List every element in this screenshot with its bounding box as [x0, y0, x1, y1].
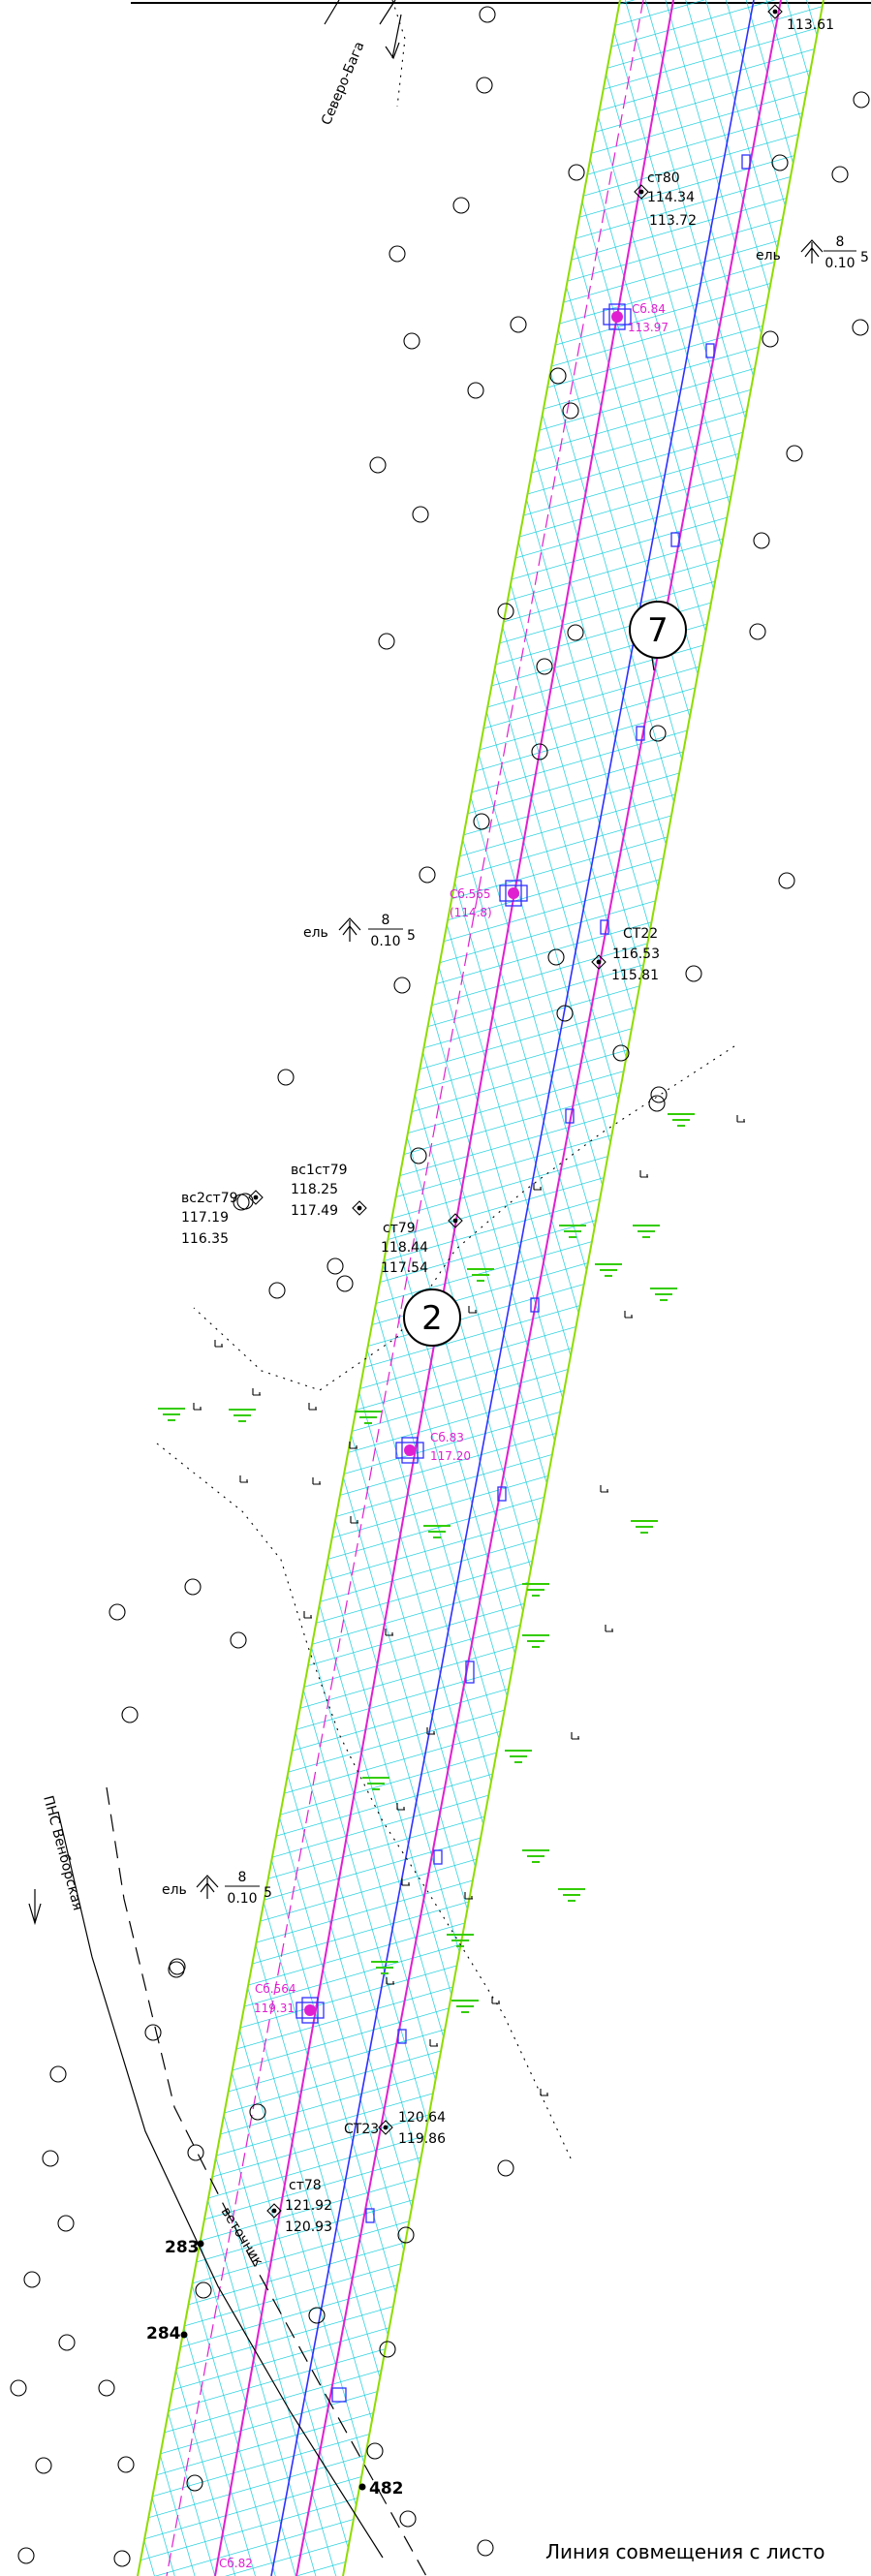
tree-suffix: 5 [860, 250, 869, 265]
well-sb83: Сб.83 117.20 [395, 1431, 471, 1464]
station-name: ст80 [647, 171, 680, 186]
station-vs2st79: вс2ст79 117.19 116.35 [181, 1190, 264, 1247]
station-st22: СТ22 116.53 115.81 [591, 926, 660, 983]
well-name: Сб.565 [450, 887, 491, 901]
station-value: 117.49 [291, 1203, 338, 1219]
external-pipeline [28, 1786, 427, 2576]
station-value: 115.81 [611, 968, 659, 983]
station-value: 113.72 [649, 213, 697, 229]
pipeline-label: ПНС Венборская [40, 1794, 85, 1912]
marker-2: 2 [403, 1288, 461, 1347]
station-value: 116.53 [612, 947, 660, 962]
station-value: 121.92 [285, 2198, 332, 2214]
tree-fraction-den: 0.10 [824, 256, 855, 271]
marker-7: 7 [629, 601, 687, 659]
tree-fraction-num: 8 [836, 234, 845, 250]
well-value: 113.97 [628, 321, 669, 334]
tree-fraction-num: 8 [238, 1870, 247, 1885]
station-vs1st79: вс1ст79 118.25 117.49 [291, 1163, 367, 1219]
well-name: Сб.84 [632, 302, 666, 316]
station-st80: ст80 114.34 113.72 [634, 171, 697, 229]
point-number: 482 [369, 2479, 404, 2498]
well-name: Сб.82 [219, 2557, 253, 2570]
well-value: 117.20 [430, 1449, 471, 1463]
station-value: 116.35 [181, 1231, 229, 1247]
station-value: 117.19 [181, 1210, 229, 1226]
well-value: 119.31 [254, 2002, 295, 2015]
tree-fraction-num: 8 [382, 913, 390, 928]
well-sb84: Сб.84 113.97 [603, 302, 669, 334]
tree-species: ель [303, 925, 328, 941]
top-elevation: 113.61 [767, 4, 834, 33]
tree-suffix: 5 [264, 1885, 272, 1901]
pipe-fittings [331, 154, 751, 2403]
point-283: 283 [165, 2238, 204, 2257]
station-st23: СТ23 120.64 119.86 [344, 2110, 446, 2147]
station-name: ст78 [289, 2178, 322, 2193]
station-name: вс2ст79 [181, 1191, 238, 1206]
well-value: (114.8) [450, 906, 492, 919]
right-of-way-band [137, 0, 824, 2576]
point-number: 283 [165, 2238, 200, 2257]
tree-suffix: 5 [407, 928, 416, 944]
station-value: 119.86 [398, 2131, 446, 2147]
pipelines [166, 0, 782, 2576]
station-value: 118.25 [291, 1182, 338, 1197]
marker-2-label: 2 [421, 1299, 443, 1338]
tree-annotation-3: ель 8 0.10 5 [162, 1870, 272, 1907]
tree-species: ель [756, 248, 781, 264]
top-elevation-label: 113.61 [787, 17, 834, 33]
well-name: Сб.83 [430, 1431, 464, 1444]
well-sb565: Сб.565 (114.8) [450, 880, 528, 919]
well-name: Сб.564 [255, 1982, 296, 1996]
tree-fraction-den: 0.10 [227, 1891, 257, 1907]
station-st78: ст78 121.92 120.93 [266, 2178, 332, 2235]
tree-fraction-den: 0.10 [370, 934, 400, 949]
station-name: СТ22 [623, 926, 658, 942]
point-482: 482 [358, 2479, 404, 2498]
match-line-label: Линия совмещения с листо [545, 2540, 825, 2563]
station-value: 114.34 [647, 190, 695, 205]
station-value: 120.64 [398, 2110, 446, 2126]
station-name: вс1ст79 [291, 1163, 348, 1178]
road-label: Северо-Бага [319, 40, 368, 128]
station-value: 120.93 [285, 2219, 332, 2235]
station-st79: ст79 118.44 117.54 [381, 1213, 463, 1276]
station-name: СТ23 [344, 2122, 379, 2137]
well-sb564: Сб.564 119.31 [254, 1982, 325, 2024]
tree-annotation-1: ель 8 0.10 5 [756, 234, 869, 271]
tree-annotation-2: ель 8 0.10 5 [303, 913, 416, 949]
point-284: 284 [146, 2324, 188, 2343]
marker-7-label: 7 [647, 611, 669, 650]
well-sb82: Сб.82 [219, 2557, 253, 2570]
station-value: 117.54 [381, 1260, 428, 1276]
station-value: 118.44 [381, 1240, 428, 1256]
station-name: ст79 [383, 1221, 416, 1236]
road [324, 0, 402, 60]
tree-species: ель [162, 1882, 187, 1898]
vegetation-boundaries [156, 0, 735, 2161]
point-number: 284 [146, 2324, 181, 2343]
